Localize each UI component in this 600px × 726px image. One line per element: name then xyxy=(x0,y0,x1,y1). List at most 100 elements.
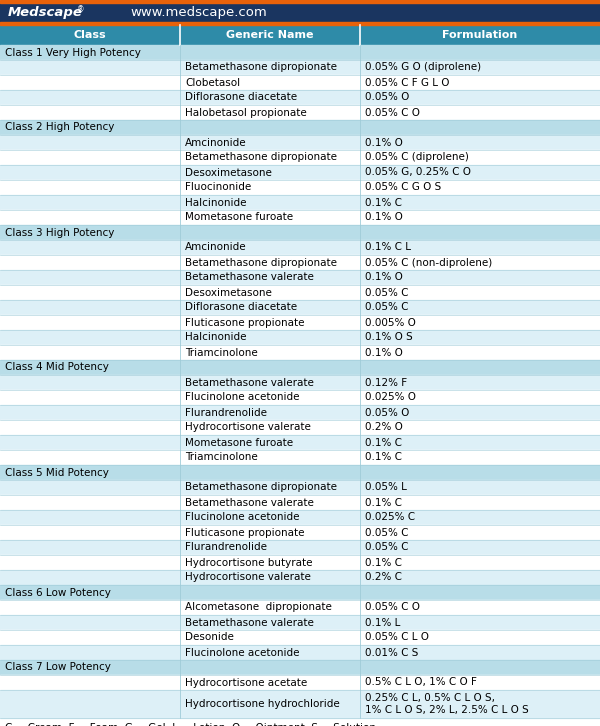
Text: Fluocinonide: Fluocinonide xyxy=(185,182,251,192)
Bar xyxy=(0,525,600,540)
Bar xyxy=(0,0,600,3)
Text: Formulation: Formulation xyxy=(442,30,518,40)
Text: 0.05% C: 0.05% C xyxy=(365,287,409,298)
Text: 0.025% O: 0.025% O xyxy=(365,393,416,402)
Text: ®: ® xyxy=(77,5,85,14)
Text: Hydrocortisone valerate: Hydrocortisone valerate xyxy=(185,573,311,582)
Text: Betamethasone valerate: Betamethasone valerate xyxy=(185,272,314,282)
Bar xyxy=(0,90,600,105)
Text: 0.05% C O: 0.05% C O xyxy=(365,603,420,613)
Text: Flucinolone acetonide: Flucinolone acetonide xyxy=(185,393,299,402)
Text: Betamethasone dipropionate: Betamethasone dipropionate xyxy=(185,258,337,267)
Text: 1% C L O S, 2% L, 2.5% C L O S: 1% C L O S, 2% L, 2.5% C L O S xyxy=(365,705,529,715)
Text: 0.05% C: 0.05% C xyxy=(365,528,409,537)
Text: Alcometasone  dipropionate: Alcometasone dipropionate xyxy=(185,603,332,613)
Bar xyxy=(0,210,600,225)
Bar xyxy=(0,75,600,90)
Text: 0.1% C: 0.1% C xyxy=(365,558,402,568)
Bar xyxy=(0,555,600,570)
Text: Hydrocortisone hydrochloride: Hydrocortisone hydrochloride xyxy=(185,699,340,709)
Text: 0.05% G, 0.25% C O: 0.05% G, 0.25% C O xyxy=(365,168,471,177)
Text: Hydrocortisone butyrate: Hydrocortisone butyrate xyxy=(185,558,313,568)
Bar xyxy=(0,25,600,45)
Bar xyxy=(0,330,600,345)
Text: Clobetasol: Clobetasol xyxy=(185,78,240,88)
Text: 0.1% O: 0.1% O xyxy=(365,348,403,357)
Text: 0.05% C F G L O: 0.05% C F G L O xyxy=(365,78,449,88)
Bar xyxy=(0,495,600,510)
Text: 0.1% L: 0.1% L xyxy=(365,618,400,627)
Text: Class 4 Mid Potency: Class 4 Mid Potency xyxy=(5,362,109,372)
Text: Halcinonide: Halcinonide xyxy=(185,197,247,208)
Text: Halcinonide: Halcinonide xyxy=(185,333,247,343)
Text: Fluticasone propionate: Fluticasone propionate xyxy=(185,528,305,537)
Bar xyxy=(0,465,600,480)
Text: 0.05% C G O S: 0.05% C G O S xyxy=(365,182,441,192)
Text: Desoximetasone: Desoximetasone xyxy=(185,168,272,177)
Text: Class: Class xyxy=(74,30,106,40)
Text: Class 2 High Potency: Class 2 High Potency xyxy=(5,123,115,133)
Bar xyxy=(0,3,600,22)
Bar xyxy=(0,645,600,660)
Bar xyxy=(0,420,600,435)
Bar xyxy=(0,315,600,330)
Text: Diflorasone diacetate: Diflorasone diacetate xyxy=(185,303,297,312)
Text: Class 3 High Potency: Class 3 High Potency xyxy=(5,227,115,237)
Text: Halobetasol propionate: Halobetasol propionate xyxy=(185,107,307,118)
Text: 0.1% C: 0.1% C xyxy=(365,497,402,507)
Bar xyxy=(0,510,600,525)
Text: Generic Name: Generic Name xyxy=(226,30,314,40)
Text: 0.2% C: 0.2% C xyxy=(365,573,402,582)
Bar xyxy=(0,255,600,270)
Text: Diflorasone diacetate: Diflorasone diacetate xyxy=(185,92,297,102)
Text: 0.1% O: 0.1% O xyxy=(365,137,403,147)
Text: Mometasone furoate: Mometasone furoate xyxy=(185,438,293,447)
Text: Class 1 Very High Potency: Class 1 Very High Potency xyxy=(5,47,141,57)
Bar xyxy=(0,165,600,180)
Text: 0.2% O: 0.2% O xyxy=(365,423,403,433)
Text: 0.005% O: 0.005% O xyxy=(365,317,416,327)
Text: 0.05% C O: 0.05% C O xyxy=(365,107,420,118)
Bar xyxy=(0,450,600,465)
Text: 0.25% C L, 0.5% C L O S,: 0.25% C L, 0.5% C L O S, xyxy=(365,693,495,703)
Text: 0.05% O: 0.05% O xyxy=(365,407,409,417)
Text: Betamethasone dipropionate: Betamethasone dipropionate xyxy=(185,152,337,163)
Text: 0.01% C S: 0.01% C S xyxy=(365,648,418,658)
Text: Betamethasone valerate: Betamethasone valerate xyxy=(185,618,314,627)
Text: Mometasone furoate: Mometasone furoate xyxy=(185,213,293,222)
Text: Flucinolone acetonide: Flucinolone acetonide xyxy=(185,648,299,658)
Bar xyxy=(0,375,600,390)
Text: 0.05% C: 0.05% C xyxy=(365,542,409,552)
Bar xyxy=(0,360,600,375)
Text: 0.12% F: 0.12% F xyxy=(365,378,407,388)
Text: Amcinonide: Amcinonide xyxy=(185,242,247,253)
Bar xyxy=(0,570,600,585)
Bar xyxy=(0,60,600,75)
Text: Hydrocortisone acetate: Hydrocortisone acetate xyxy=(185,677,307,688)
Text: 0.025% C: 0.025% C xyxy=(365,513,415,523)
Text: www.medscape.com: www.medscape.com xyxy=(130,6,267,19)
Text: Flurandrenolide: Flurandrenolide xyxy=(185,542,267,552)
Bar xyxy=(0,300,600,315)
Bar xyxy=(0,240,600,255)
Bar xyxy=(0,675,600,690)
Text: Hydrocortisone valerate: Hydrocortisone valerate xyxy=(185,423,311,433)
Bar xyxy=(0,630,600,645)
Bar xyxy=(0,480,600,495)
Bar xyxy=(0,660,600,675)
Bar xyxy=(0,225,600,240)
Bar xyxy=(0,120,600,135)
Text: 0.1% O: 0.1% O xyxy=(365,213,403,222)
Text: Triamcinolone: Triamcinolone xyxy=(185,452,258,462)
Bar xyxy=(0,600,600,615)
Bar xyxy=(0,345,600,360)
Bar xyxy=(0,150,600,165)
Bar xyxy=(0,405,600,420)
Bar xyxy=(0,585,600,600)
Text: Class 7 Low Potency: Class 7 Low Potency xyxy=(5,663,111,672)
Text: Betamethasone dipropionate: Betamethasone dipropionate xyxy=(185,483,337,492)
Text: Betamethasone valerate: Betamethasone valerate xyxy=(185,378,314,388)
Text: Flurandrenolide: Flurandrenolide xyxy=(185,407,267,417)
Text: C = Cream, F = Foam, G = Gel, L = Lotion, O = Ointment, S = Solution: C = Cream, F = Foam, G = Gel, L = Lotion… xyxy=(5,723,376,726)
Bar xyxy=(0,105,600,120)
